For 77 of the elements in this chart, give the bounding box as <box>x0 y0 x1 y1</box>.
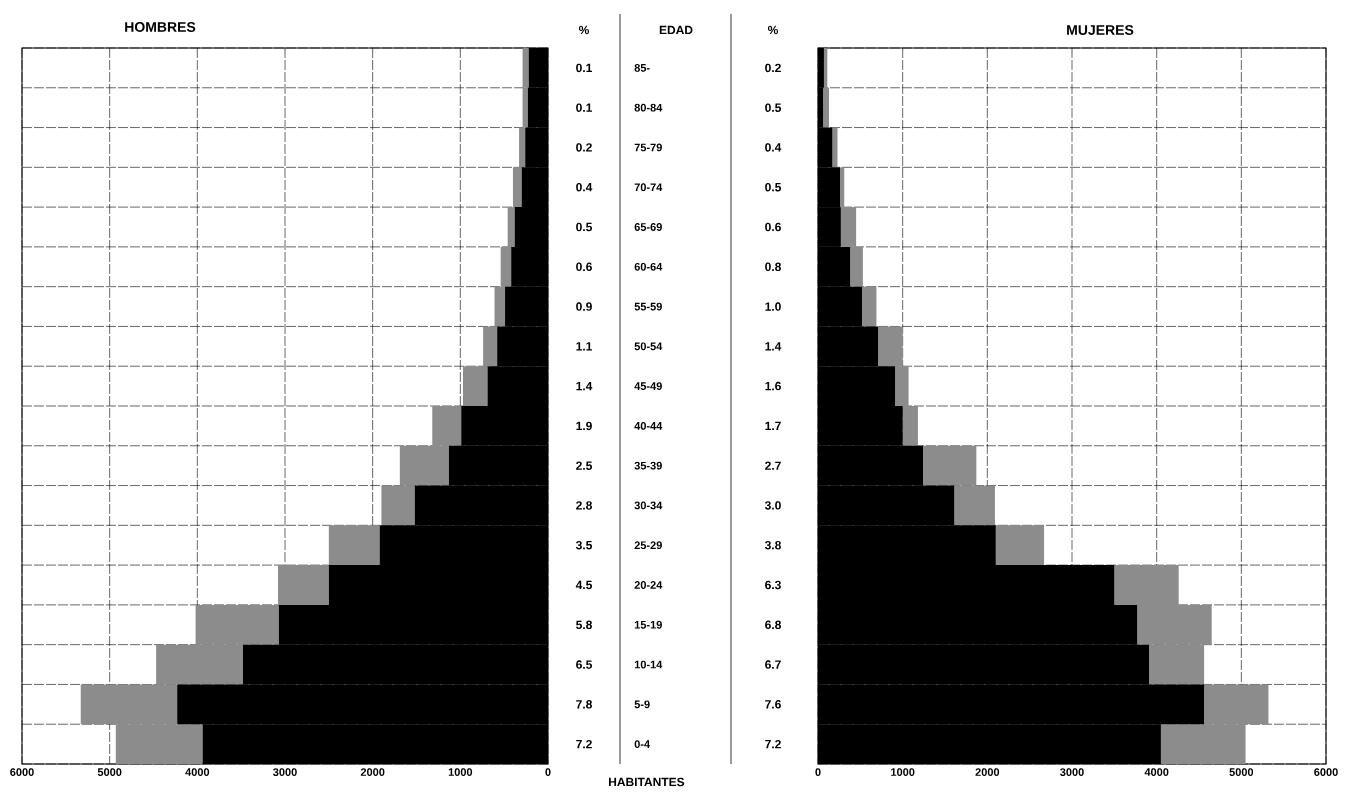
text: 0.6 <box>576 262 592 272</box>
text: 7.2 <box>765 739 781 749</box>
text: 1.4 <box>576 381 593 391</box>
y-tick-label: 75-79 <box>634 143 662 152</box>
y-tick-label: 10-14 <box>634 660 663 669</box>
text: % <box>767 25 779 35</box>
text: 1.6 <box>765 381 781 391</box>
text: 2.7 <box>765 461 781 470</box>
y-tick-label: 70-74 <box>634 183 663 192</box>
x-tick-label: 2000 <box>360 768 385 776</box>
x-tick-label: 6000 <box>10 768 34 776</box>
text: 2.5 <box>576 461 593 470</box>
chart-title: MUJERES <box>1067 25 1134 35</box>
text: 1.9 <box>576 421 592 431</box>
y-tick-label: 40-44 <box>634 422 663 430</box>
text: 0.1 <box>576 63 593 73</box>
x-tick-label: 3000 <box>1060 768 1084 776</box>
y-tick-label: 85- <box>634 64 650 72</box>
y-tick-label: 30-34 <box>634 501 663 510</box>
text: % <box>578 25 590 35</box>
y-tick-label: 20-24 <box>634 581 663 589</box>
text: 3.8 <box>764 540 781 550</box>
text: 0.8 <box>765 262 781 272</box>
text: 0.5 <box>765 103 782 112</box>
x-tick-label: 1000 <box>448 768 473 776</box>
text: 1.0 <box>765 302 781 311</box>
y-tick-label: 5-9 <box>634 700 650 709</box>
y-tick-label: 50-54 <box>634 342 663 351</box>
text: 6.7 <box>765 660 781 669</box>
x-axis-title: HABITANTES <box>609 777 685 787</box>
x-tick-label: 0 <box>545 768 551 776</box>
y-axis-title: EDAD <box>659 25 693 35</box>
x-tick-label: 5000 <box>97 768 122 776</box>
text: 7.8 <box>576 700 592 709</box>
text: 3.5 <box>575 540 593 550</box>
text: 7.2 <box>576 739 592 749</box>
y-tick-label: 35-39 <box>634 461 662 470</box>
y-tick-label: 60-64 <box>634 262 663 271</box>
y-tick-label: 55-59 <box>634 302 662 311</box>
x-tick-label: 6000 <box>1314 768 1338 776</box>
text: 0.2 <box>576 143 592 152</box>
text: 1.1 <box>576 342 593 351</box>
text: 0.4 <box>765 143 782 152</box>
text: 3.0 <box>764 501 781 510</box>
text: 6.8 <box>765 620 781 630</box>
x-tick-label: 4000 <box>185 768 210 776</box>
text: 2.8 <box>576 501 592 510</box>
x-tick-label: 4000 <box>1144 768 1169 776</box>
text: 0.4 <box>576 182 593 192</box>
text: 5.8 <box>576 620 592 630</box>
text: 6.5 <box>576 660 593 669</box>
x-tick-label: 5000 <box>1229 768 1254 776</box>
text: 0.2 <box>765 63 781 73</box>
text: 7.6 <box>765 700 781 709</box>
x-tick-label: 3000 <box>273 768 297 776</box>
chart-title: HOMBRES <box>125 22 196 32</box>
bar <box>995 525 1045 566</box>
x-tick-label: 1000 <box>891 768 915 776</box>
y-tick-label: 80-84 <box>634 103 663 112</box>
bar <box>832 127 838 168</box>
text: 4.5 <box>575 580 593 590</box>
text: 0.5 <box>576 222 593 232</box>
bar <box>328 525 380 566</box>
text: 1.7 <box>765 421 781 431</box>
text: 1.4 <box>765 342 782 351</box>
text: 0.5 <box>765 182 782 192</box>
y-tick-label: 25-29 <box>634 541 662 550</box>
text: 6.3 <box>765 580 781 590</box>
y-tick-label: 15-19 <box>634 620 662 629</box>
x-tick-label: 2000 <box>975 768 1000 776</box>
text: 0.1 <box>576 103 593 112</box>
text: 0.9 <box>576 302 592 311</box>
y-tick-label: 65-69 <box>634 223 662 231</box>
y-tick-label: 0-4 <box>634 740 651 748</box>
text: 0.6 <box>765 222 781 232</box>
y-tick-label: 45-49 <box>634 382 662 390</box>
x-tick-label: 0 <box>815 768 821 776</box>
